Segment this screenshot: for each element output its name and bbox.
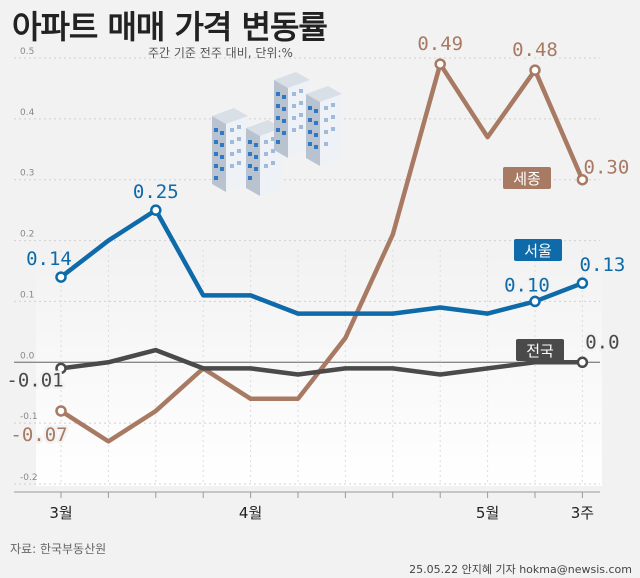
y-tick-label: 0.2 <box>20 230 34 240</box>
data-label: 0.48 <box>512 39 558 61</box>
legend-tag-2 <box>514 239 562 261</box>
data-label-halo: 0.48 <box>512 39 558 61</box>
data-label-halo: 0.0 <box>585 331 619 353</box>
y-tick-label: 0.0 <box>20 351 35 361</box>
series <box>58 61 585 444</box>
series-line-3 <box>58 347 585 377</box>
data-label: 0.14 <box>26 248 72 270</box>
data-point-marker <box>529 295 541 308</box>
data-point-marker <box>576 173 589 186</box>
legend-label-3: 전국 <box>526 342 554 360</box>
data-label-halo: 0.30 <box>584 157 630 179</box>
credit-line: 25.05.22 안지혜 기자 hokma@newsis.com <box>409 563 632 576</box>
data-label: 0.30 <box>584 157 630 179</box>
data-label-halo: -0.07 <box>10 424 67 446</box>
legend-label-2: 서울 <box>524 242 552 260</box>
chart-title: 아파트 매매 가격 변동률 <box>12 8 328 46</box>
data-label: 0.0 <box>585 331 619 353</box>
y-tick-label: 0.1 <box>20 290 34 300</box>
data-label-halo: 0.49 <box>417 33 463 55</box>
data-point-marker <box>576 356 589 369</box>
data-label: 0.10 <box>504 274 550 296</box>
x-tick-label: 4월 <box>239 504 262 522</box>
data-label: -0.01 <box>6 369 63 391</box>
data-label-halo: -0.01 <box>6 369 63 391</box>
data-point-marker <box>434 58 446 70</box>
legend-tag-1 <box>503 167 551 189</box>
data-label-halo: 0.13 <box>580 254 626 276</box>
data-point-marker <box>576 277 589 289</box>
data-point-marker <box>529 64 541 76</box>
x-tick-label: 5월 <box>476 504 499 522</box>
data-labels: -0.07-0.070.490.49 0.480.480.300.300.140.… <box>4 31 632 449</box>
data-point-marker <box>150 204 162 216</box>
legend-label-1: 세종 <box>513 170 541 188</box>
series-line-2 <box>58 207 585 316</box>
data-label-halo: 0.14 <box>26 248 72 270</box>
apartment-buildings-icon <box>212 72 342 196</box>
markers <box>55 58 589 417</box>
data-label-halo: 0.25 <box>133 181 179 203</box>
data-point-marker <box>55 271 67 283</box>
x-tick-label: 3월 <box>49 504 72 522</box>
data-label-halo: 0.10 <box>504 274 550 296</box>
data-label: 0.49 <box>417 33 463 55</box>
data-point-marker <box>55 362 67 375</box>
data-label: -0.07 <box>10 424 67 446</box>
y-tick-label: 0.5 <box>20 47 34 57</box>
y-tick-label: -0.2 <box>20 473 38 483</box>
y-tick-label: 0.3 <box>20 169 34 179</box>
axes: 0.5 0.4 0.3 0.2 0.1 0.0 -0.1 -0.2 3월 4월 5월 3주 <box>14 47 600 522</box>
y-tick-label: -0.1 <box>20 412 38 422</box>
chart-subtitle: 주간 기준 전주 대비, 단위:% <box>148 46 293 60</box>
source-note: 자료: 한국부동산원 <box>10 542 107 556</box>
data-label: 0.13 <box>580 254 626 276</box>
data-point-marker <box>55 405 67 417</box>
y-tick-label: 0.4 <box>20 108 35 118</box>
data-label: 0.25 <box>133 181 179 203</box>
x-tick-label: 3주 <box>571 504 594 522</box>
legend-tag-3 <box>516 339 564 361</box>
series-line-1 <box>58 61 585 444</box>
